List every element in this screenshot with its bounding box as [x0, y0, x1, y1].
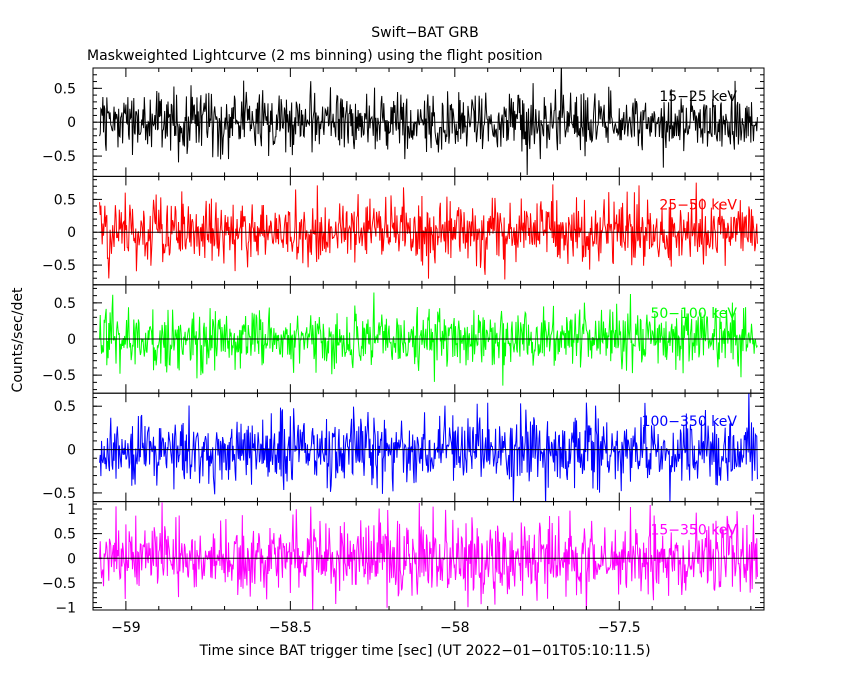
energy-band-label: 15−350 keV	[650, 523, 737, 539]
panel-frame	[92, 501, 765, 611]
lightcurve-series-0	[99, 68, 758, 176]
y-tick-label: −0.5	[42, 486, 76, 502]
y-axis-label: Counts/sec/det	[10, 287, 26, 392]
y-tick-label: 0	[67, 332, 76, 348]
energy-band-label: 15−25 keV	[659, 89, 737, 105]
energy-band-label: 100−350 keV	[642, 414, 738, 430]
x-tick-label: −58.5	[269, 620, 312, 636]
energy-band-label: 50−100 keV	[650, 306, 737, 322]
x-axis-label: Time since BAT trigger time [sec] (UT 20…	[198, 643, 650, 659]
panel-3: −0.5 0 0.5 100−350 keV	[42, 392, 765, 503]
panel-4: −1 −0.5 0 0.5 1 15−350 keV	[42, 501, 765, 617]
chart-title: Swift−BAT GRB	[371, 25, 478, 41]
y-tick-label: −0.5	[42, 368, 76, 384]
panels-group: −0.5 0 0.5 15−25 keV −0.5 0 0.5 25−50 keV −0.5 0 0…	[42, 67, 765, 636]
y-tick-label: 0	[67, 443, 76, 459]
y-tick-label: −0.5	[42, 149, 76, 165]
y-tick-label: −1	[55, 601, 76, 617]
lightcurve-series-4	[99, 502, 758, 611]
lightcurve-series-2	[99, 292, 758, 386]
y-tick-label: 0.5	[54, 527, 76, 543]
y-tick-label: 0.5	[54, 192, 76, 208]
chart-subtitle: Maskweighted Lightcurve (2 ms binning) u…	[87, 48, 543, 64]
y-tick-label: 0	[67, 225, 76, 241]
x-tick-label: −59	[111, 620, 141, 636]
energy-band-label: 25−50 keV	[659, 197, 737, 213]
x-tick-label: −57.5	[598, 620, 641, 636]
lightcurve-series-1	[99, 182, 758, 280]
panel-1: −0.5 0 0.5 25−50 keV	[42, 175, 765, 286]
panel-0: −0.5 0 0.5 15−25 keV	[42, 67, 765, 177]
y-tick-label: −0.5	[42, 576, 76, 592]
y-tick-label: 1	[67, 502, 76, 518]
lightcurve-series-3	[99, 393, 758, 502]
y-tick-label: 0.5	[54, 81, 76, 97]
y-tick-label: 0.5	[54, 296, 76, 312]
x-tick-label: −58	[440, 620, 470, 636]
y-tick-label: 0	[67, 551, 76, 567]
y-tick-label: 0	[67, 115, 76, 131]
panel-2: −0.5 0 0.5 50−100 keV	[42, 284, 765, 394]
y-tick-label: −0.5	[42, 258, 76, 274]
y-tick-label: 0.5	[54, 399, 76, 415]
